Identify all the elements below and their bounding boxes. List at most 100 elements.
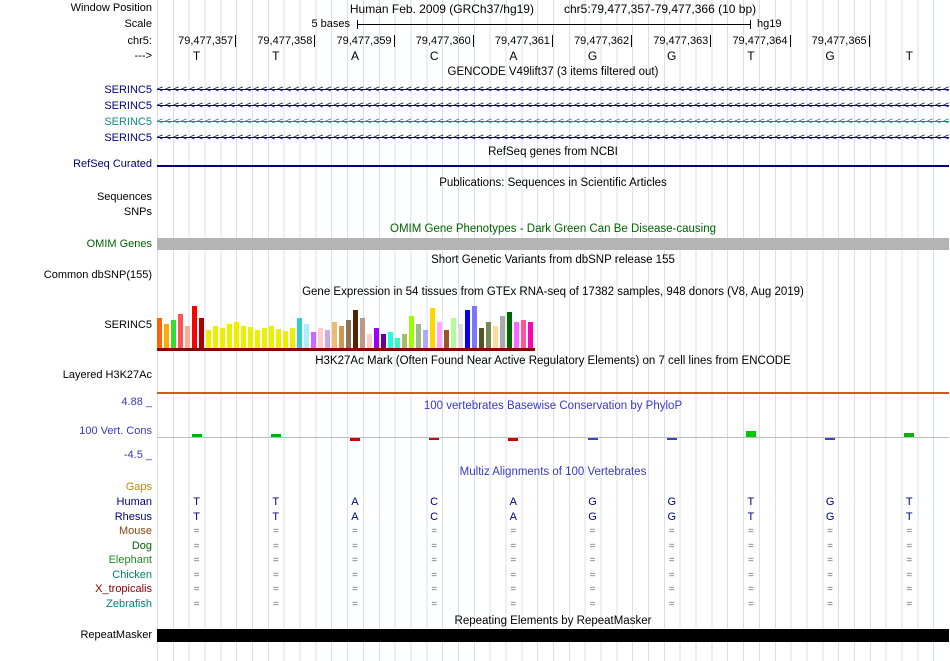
gencode-transcript-intron-arrows[interactable]: <<<<<<<<<<<<<<<<<<<<<<<<<<<<<<<<<<<<<<<<… [157,100,949,112]
multiz-row-chicken[interactable]: = = = = = = = = = = [157,569,949,582]
gtex-track-title[interactable]: Gene Expression in 54 tissues from GTEx … [302,286,804,298]
base-cell: = [589,570,596,581]
gtex-tissue-bar[interactable] [416,324,421,348]
dbsnp-track-title[interactable]: Short Genetic Variants from dbSNP releas… [431,254,675,266]
gtex-tissue-bar[interactable] [528,322,533,348]
gtex-tissue-bar[interactable] [521,320,526,348]
gtex-tissue-bar[interactable] [157,318,162,348]
gtex-tissue-bar[interactable] [367,334,372,348]
gtex-tissue-bar[interactable] [395,338,400,348]
gtex-tissue-bar[interactable] [262,328,267,348]
gtex-tissue-bar[interactable] [514,322,519,348]
phylop-tick [429,438,440,440]
phylop-track-title[interactable]: 100 vertebrates Basewise Conservation by… [423,400,683,412]
h3k27ac-track-title[interactable]: H3K27Ac Mark (Often Found Near Active Re… [315,355,791,367]
gencode-track-title[interactable]: GENCODE V49lift37 (3 items filtered out) [447,66,659,78]
gtex-tissue-bar[interactable] [220,328,225,348]
multiz-row-dog[interactable]: = = = = = = = = = = [157,540,949,553]
gtex-tissue-bar[interactable] [374,328,379,348]
gtex-tissue-bar[interactable] [409,316,414,348]
gtex-tissue-bar[interactable] [248,327,253,348]
scale-label: Scale [124,18,152,30]
gtex-tissue-bar[interactable] [500,316,505,348]
base-cell: = [193,555,200,566]
gtex-tissue-bar[interactable] [388,332,393,348]
gtex-tissue-bar[interactable] [227,324,232,348]
gtex-tissue-bar[interactable] [402,334,407,348]
multiz-row-zebrafish[interactable]: = = = = = = = = = = [157,598,949,611]
gtex-tissue-bar[interactable] [269,326,274,348]
gtex-tissue-bar[interactable] [164,324,169,348]
h3k27ac-label: Layered H3K27Ac [62,369,152,381]
multiz-track-title[interactable]: Multiz Alignments of 100 Vertebrates [459,466,647,478]
phylop-tick [825,438,836,440]
gtex-tissue-bar[interactable] [339,326,344,348]
phylop-min-value: -4.5 _ [123,449,152,461]
repeatmasker-element-bar[interactable] [157,629,949,642]
omim-track-title[interactable]: OMIM Gene Phenotypes - Dark Green Can Be… [390,223,716,235]
base-cell: T [747,496,755,508]
gtex-tissue-bar[interactable] [171,320,176,348]
phylop-conservation-track[interactable] [157,430,949,445]
gtex-tissue-bar[interactable] [444,330,449,348]
base-cell: T [272,496,280,508]
phylop-tick [508,438,519,441]
base-cell: = [510,541,517,552]
gencode-transcript-intron-arrows[interactable]: <<<<<<<<<<<<<<<<<<<<<<<<<<<<<<<<<<<<<<<<… [157,116,949,128]
gtex-tissue-bar[interactable] [255,330,260,348]
base-cell: T [192,49,201,63]
gtex-tissue-bar[interactable] [283,331,288,348]
gtex-tissue-bar[interactable] [346,320,351,348]
gtex-tissue-bar[interactable] [332,322,337,348]
multiz-row-elephant[interactable]: = = = = = = = = = = [157,554,949,567]
gtex-tissue-bar[interactable] [311,332,316,348]
base-cell: = [747,584,754,595]
gtex-tissue-bar[interactable] [451,318,456,348]
gtex-tissue-bar[interactable] [507,312,512,348]
multiz-alignment-rows[interactable]: T T A C A G G T G T T T A C A G G T G T = = = = = = = = = = = = = = = = = = = =… [157,496,949,614]
refseq-track-title[interactable]: RefSeq genes from NCBI [488,146,618,158]
gtex-expression-barchart[interactable] [157,302,949,348]
gtex-tissue-bar[interactable] [185,326,190,348]
gtex-tissue-bar[interactable] [423,330,428,348]
gtex-tissue-bar[interactable] [234,322,239,348]
publications-track-title[interactable]: Publications: Sequences in Scientific Ar… [439,177,667,189]
repeatmasker-track-title[interactable]: Repeating Elements by RepeatMasker [454,615,652,627]
gtex-tissue-bar[interactable] [437,322,442,348]
gencode-transcript-intron-arrows[interactable]: <<<<<<<<<<<<<<<<<<<<<<<<<<<<<<<<<<<<<<<<… [157,132,949,144]
gtex-tissue-bar[interactable] [430,308,435,348]
gtex-tissue-bar[interactable] [493,326,498,348]
gtex-tissue-bar[interactable] [192,306,197,348]
gencode-transcript-intron-arrows[interactable]: <<<<<<<<<<<<<<<<<<<<<<<<<<<<<<<<<<<<<<<<… [157,84,949,96]
sequences-label: Sequences [96,191,152,203]
gtex-tissue-bar[interactable] [276,329,281,348]
base-cell: = [431,570,438,581]
gtex-tissue-bar[interactable] [199,318,204,348]
gtex-tissue-bar[interactable] [241,326,246,348]
multiz-row-mouse[interactable]: = = = = = = = = = = [157,525,949,538]
gtex-tissue-bar[interactable] [290,328,295,348]
gtex-tissue-bar[interactable] [353,310,358,348]
gtex-tissue-bar[interactable] [325,330,330,348]
gtex-tissue-bar[interactable] [318,328,323,348]
gtex-tissue-bar[interactable] [465,310,470,348]
gtex-tissue-bar[interactable] [213,326,218,348]
gtex-tissue-bar[interactable] [178,314,183,348]
gtex-baseline [157,348,535,351]
gtex-tissue-bar[interactable] [206,330,211,348]
gtex-tissue-bar[interactable] [360,318,365,348]
multiz-row-x_tropicalis[interactable]: = = = = = = = = = = [157,583,949,596]
gtex-tissue-bar[interactable] [458,324,463,348]
h3k27ac-signal-line[interactable] [157,392,949,394]
gtex-tissue-bar[interactable] [472,306,477,348]
scale-value: 5 bases [311,18,350,30]
gtex-tissue-bar[interactable] [304,324,309,348]
gtex-tissue-bar[interactable] [486,322,491,348]
refseq-gene-line[interactable] [157,165,949,167]
gtex-tissue-bar[interactable] [297,318,302,348]
omim-gene-bar[interactable] [157,238,949,250]
gtex-tissue-bar[interactable] [381,334,386,348]
gtex-tissue-bar[interactable] [479,328,484,348]
